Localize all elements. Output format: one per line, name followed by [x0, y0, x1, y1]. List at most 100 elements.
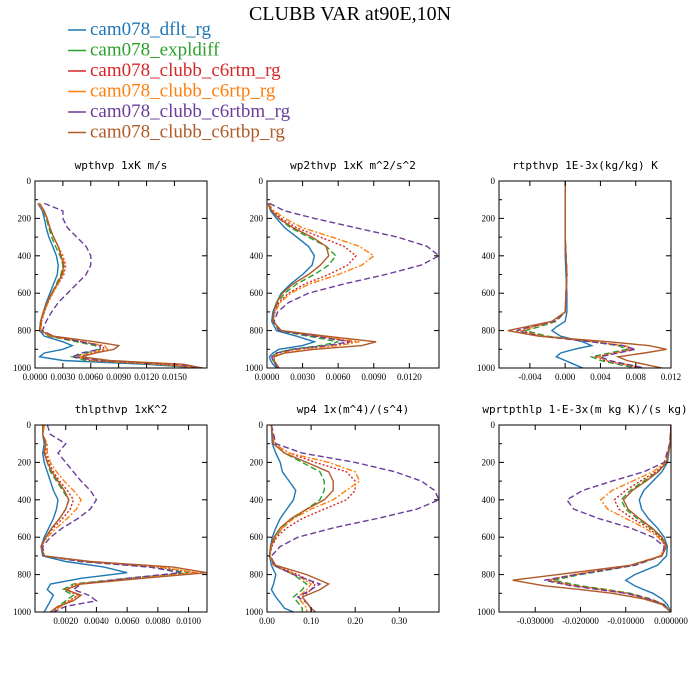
legend-label: cam078_clubb_c6rtbp_rg [90, 122, 285, 143]
x-tick-label: 0.0060 [78, 372, 103, 382]
panel-title: wprtpthlp 1-E-3x(m kg K)/(s kg) [482, 403, 687, 416]
y-tick-label: 400 [18, 495, 32, 505]
y-tick-label: 600 [482, 288, 496, 298]
x-tick-label: 0.30 [391, 616, 407, 626]
y-tick-label: 600 [18, 532, 32, 542]
series-line-5 [544, 425, 671, 612]
series-line-4 [267, 202, 375, 368]
x-tick-label: -0.010000 [607, 616, 644, 626]
series-line-4 [40, 425, 198, 612]
y-tick-label: 800 [250, 570, 264, 580]
y-tick-label: 800 [482, 326, 496, 336]
plot-frame [34, 424, 208, 613]
x-tick-label: 0.0100 [176, 616, 201, 626]
x-tick-label: 0.0000 [255, 372, 280, 382]
y-tick-label: 1000 [245, 363, 264, 373]
panel-title: wpthvp 1xK m/s [75, 159, 168, 172]
y-tick-label: 1000 [13, 363, 32, 373]
x-tick-label: 0.0060 [326, 372, 351, 382]
series-line-4 [546, 425, 671, 612]
plot-frame [498, 424, 672, 613]
x-tick-label: -0.020000 [562, 616, 599, 626]
y-tick-label: 0 [491, 420, 496, 430]
legend: cam078_dflt_rgcam078_expldiffcam078_club… [68, 19, 291, 143]
y-tick-label: 1000 [477, 363, 496, 373]
x-tick-label: 0.000 [555, 372, 576, 382]
panel-6: wprtpthlp 1-E-3x(m kg K)/(s kg) 0 200 400 60… [477, 403, 688, 626]
panel-title: thlpthvp 1xK^2 [75, 403, 168, 416]
series-line-1 [550, 181, 594, 368]
x-tick-label: 0.0150 [162, 372, 187, 382]
series-group [40, 425, 207, 612]
series-line-4 [268, 425, 361, 612]
x-tick-label: 0.0030 [51, 372, 76, 382]
legend-label: cam078_clubb_c6rtp_rg [90, 81, 276, 102]
series-line-3 [268, 425, 356, 612]
series-line-6 [40, 425, 207, 612]
legend-label: cam078_expldiff [90, 40, 220, 61]
series-line-6 [507, 181, 667, 368]
panel-title: rtpthvp 1E-3x(kg/kg) K [512, 159, 658, 172]
series-line-6 [268, 425, 334, 612]
y-tick-label: 0 [27, 420, 32, 430]
x-tick-label: 0.000000 [654, 616, 688, 626]
series-line-5 [270, 425, 439, 612]
y-tick-label: 800 [482, 570, 496, 580]
series-line-5 [269, 202, 439, 368]
series-group [267, 202, 439, 368]
y-tick-label: 800 [250, 326, 264, 336]
series-line-3 [267, 203, 358, 368]
y-tick-label: 400 [18, 251, 32, 261]
legend-label: cam078_clubb_c6rtbm_rg [90, 101, 291, 122]
x-tick-label: 0.20 [347, 616, 363, 626]
y-tick-label: 600 [482, 532, 496, 542]
x-tick-label: 0.0040 [84, 616, 109, 626]
figure-title: CLUBB VAR at90E,10N [249, 3, 451, 25]
series-line-1 [624, 425, 671, 612]
y-tick-label: 0 [27, 176, 32, 186]
x-tick-label: 0.012 [661, 372, 681, 382]
y-tick-label: 400 [482, 251, 496, 261]
y-tick-label: 400 [482, 495, 496, 505]
x-tick-label: 0.004 [590, 372, 611, 382]
y-tick-label: 1000 [13, 607, 32, 617]
series-line-4 [38, 203, 203, 368]
y-tick-label: 200 [18, 213, 32, 223]
panel-3: rtpthvp 1E-3x(kg/kg) K 0 200 400 600 800 1000 -… [477, 159, 681, 382]
x-tick-label: 0.0030 [290, 372, 315, 382]
y-tick-label: 800 [18, 570, 32, 580]
x-tick-label: 0.0080 [145, 616, 170, 626]
series-line-2 [268, 425, 325, 612]
x-tick-label: 0.0060 [115, 616, 140, 626]
series-group [37, 202, 203, 368]
series-line-5 [41, 202, 203, 368]
x-tick-label: 0.0090 [106, 372, 131, 382]
x-tick-label: 0.0000 [23, 372, 48, 382]
y-tick-label: 600 [18, 288, 32, 298]
y-tick-label: 200 [482, 457, 496, 467]
legend-label: cam078_clubb_c6rtm_rg [90, 60, 281, 81]
series-line-3 [40, 425, 197, 612]
y-tick-label: 0 [259, 176, 264, 186]
series-line-2 [267, 203, 339, 368]
series-line-3 [518, 181, 641, 368]
y-tick-label: 200 [250, 457, 264, 467]
y-tick-label: 1000 [245, 607, 264, 617]
y-tick-label: 800 [18, 326, 32, 336]
series-group [268, 425, 439, 612]
x-tick-label: 0.0120 [134, 372, 159, 382]
x-tick-label: -0.004 [518, 372, 542, 382]
panel-title: wp4 1x(m^4)/(s^4) [297, 403, 410, 416]
y-tick-label: 200 [482, 213, 496, 223]
series-line-2 [38, 203, 203, 368]
y-tick-label: 400 [250, 495, 264, 505]
y-tick-label: 600 [250, 288, 264, 298]
series-line-1 [37, 203, 203, 368]
panel-5: wp4 1x(m^4)/(s^4) 0 200 400 600 800 10000.00 0.… [245, 403, 440, 626]
y-tick-label: 400 [250, 251, 264, 261]
series-group [507, 181, 667, 368]
legend-label: cam078_dflt_rg [90, 19, 212, 40]
series-line-1 [268, 425, 297, 612]
